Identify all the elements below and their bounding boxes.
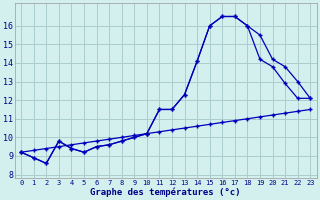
X-axis label: Graphe des températures (°c): Graphe des températures (°c) [91, 187, 241, 197]
